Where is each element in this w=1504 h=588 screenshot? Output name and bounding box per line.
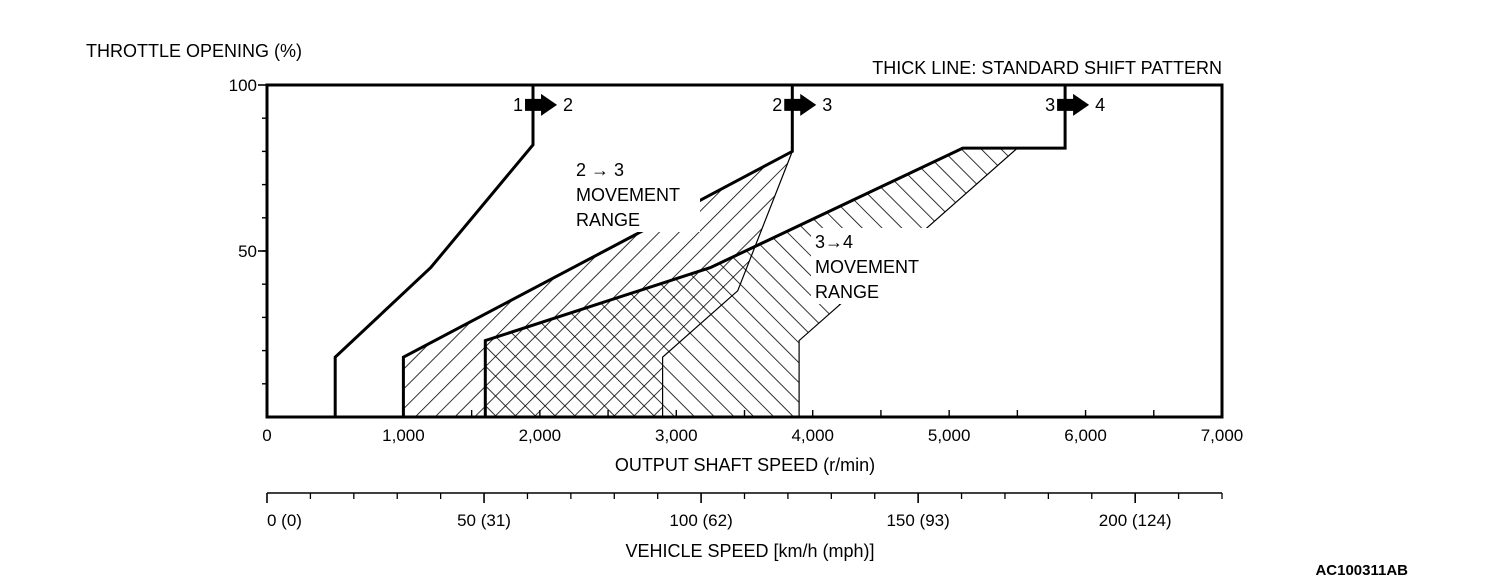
range-label-line: 3→4 — [815, 232, 853, 252]
vehicle-speed-tick-label: 200 (124) — [1099, 511, 1172, 530]
x-tick-label: 2,000 — [519, 426, 562, 445]
vehicle-speed-tick-label: 50 (31) — [457, 511, 511, 530]
vehicle-speed-axis: 0 (0) 50 (31) 100 (62) 150 (93) 200 (124) — [266, 492, 1223, 530]
range-label-line: MOVEMENT — [576, 185, 680, 205]
y-tick-label: 50 — [238, 242, 257, 261]
x-axis-title: OUTPUT SHAFT SPEED (r/min) — [615, 455, 875, 475]
range-label-line: RANGE — [576, 210, 640, 230]
shift-arrow-icon — [525, 93, 558, 116]
legend-note: THICK LINE: STANDARD SHIFT PATTERN — [872, 58, 1222, 78]
y-tick-label: 100 — [229, 76, 257, 95]
range-label-line: MOVEMENT — [815, 257, 919, 277]
vehicle-speed-axis-title: VEHICLE SPEED [km/h (mph)] — [625, 541, 874, 561]
range-label-backdrop — [572, 156, 700, 232]
y-axis-ticks: 50 100 — [229, 76, 267, 385]
x-tick-label: 1,000 — [382, 426, 425, 445]
shift-arrow-to-label: 4 — [1095, 95, 1105, 115]
vehicle-speed-tick-label: 0 (0) — [267, 511, 302, 530]
x-tick-label: 6,000 — [1064, 426, 1107, 445]
vehicle-speed-tick-label: 150 (93) — [886, 511, 949, 530]
shift-arrow-from-label: 1 — [513, 95, 523, 115]
x-tick-label: 5,000 — [928, 426, 971, 445]
figure-code: AC100311AB — [1315, 562, 1408, 579]
x-axis-ticks: 0 1,000 2,000 3,000 4,000 5,000 6,000 7,000 — [262, 410, 1243, 445]
range-labels: 2 → 3 MOVEMENT RANGE 3→4 MOVEMENT RANGE — [572, 156, 939, 304]
shift-arrow-icon — [1057, 93, 1090, 116]
vehicle-speed-tick-label: 100 (62) — [669, 511, 732, 530]
shift-arrow-to-label: 3 — [822, 95, 832, 115]
shift-arrow-to-label: 2 — [563, 95, 573, 115]
range-label-backdrop — [811, 228, 939, 304]
shift-line-1-2 — [333, 85, 535, 417]
range-label-line: 2 → 3 — [576, 160, 624, 180]
range-label-line: RANGE — [815, 282, 879, 302]
shift-line-3-4 — [483, 85, 1067, 417]
x-tick-label: 4,000 — [791, 426, 834, 445]
shift-arrows: 1 2 2 3 3 4 — [513, 93, 1105, 116]
y-axis-title: THROTTLE OPENING (%) — [86, 41, 302, 61]
x-tick-label: 7,000 — [1201, 426, 1244, 445]
shift-arrow-from-label: 3 — [1045, 95, 1055, 115]
x-tick-label: 3,000 — [655, 426, 698, 445]
shift-arrow-icon — [784, 93, 817, 116]
shift-arrow-from-label: 2 — [772, 95, 782, 115]
x-tick-label: 0 — [262, 426, 271, 445]
